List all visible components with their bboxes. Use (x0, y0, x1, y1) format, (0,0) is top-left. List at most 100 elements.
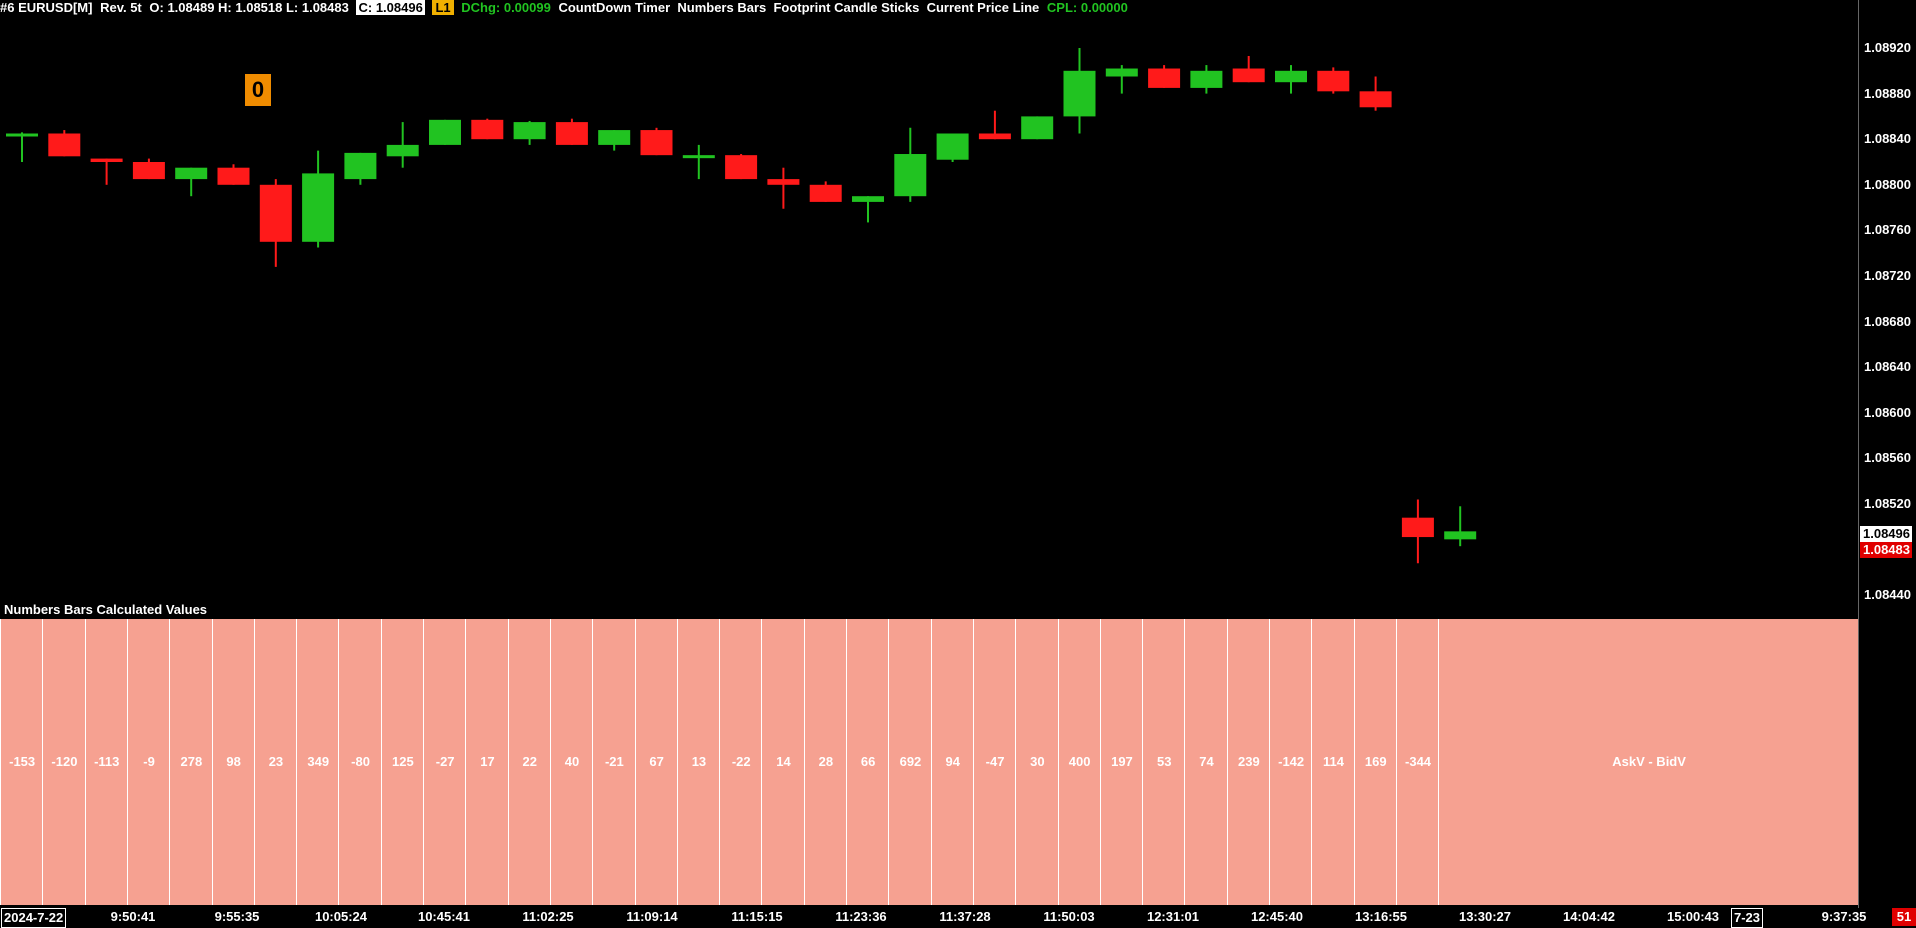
time-label: 9:55:35 (214, 909, 260, 924)
candle-body[interactable] (6, 133, 38, 137)
time-label: 11:02:25 (522, 909, 574, 924)
value-cell: 98 (211, 619, 255, 905)
candle-body[interactable] (429, 119, 461, 145)
price-tick-label: 1.08640 (1864, 359, 1911, 375)
value-cell: -113 (84, 619, 128, 905)
daily-change: DChg: 0.00099 (461, 0, 551, 15)
value-cell: 28 (803, 619, 847, 905)
time-label: 11:23:36 (835, 909, 887, 924)
candle-body[interactable] (1444, 531, 1477, 540)
candle-body[interactable] (217, 167, 250, 185)
value-cell: -80 (338, 619, 381, 905)
date-change-label: 7-23 (1731, 908, 1764, 928)
time-label: 11:09:14 (626, 909, 678, 924)
candle-body[interactable] (640, 130, 673, 156)
time-label: 11:37:28 (939, 909, 991, 924)
price-tick-label: 1.08520 (1864, 496, 1911, 511)
chart-header: #6 EURUSD[M] Rev. 5t O: 1.08489 H: 1.085… (0, 0, 1860, 16)
candle-body[interactable] (302, 173, 335, 242)
candle-body[interactable] (386, 144, 419, 157)
time-label: 9:50:41 (110, 909, 156, 924)
candle-body[interactable] (978, 133, 1011, 140)
value-cell: 53 (1142, 619, 1185, 905)
candle-body[interactable] (682, 155, 715, 159)
value-cell: 278 (169, 619, 212, 905)
candle-body[interactable] (725, 155, 758, 180)
numbers-bars-panel[interactable]: -153 -120 -113 -9 278 98 23 349 -80 125 -27 17 22 40-… (0, 619, 1858, 905)
bid-price-tag: 1.08483 (1860, 542, 1912, 558)
value-cell: -47 (972, 619, 1016, 905)
price-tick-label: 1.08840 (1864, 131, 1911, 147)
value-cell: 114 (1311, 619, 1354, 905)
candle-body[interactable] (1359, 91, 1392, 108)
close-readout: C: 1.08496 (356, 0, 425, 15)
value-cell: 400 (1057, 619, 1101, 905)
candle-body[interactable] (894, 154, 927, 197)
value-cell: -9 (126, 619, 170, 905)
candle-body[interactable] (767, 179, 800, 185)
value-cell: 94 (930, 619, 974, 905)
date-start-label: 2024-7-22 (1, 908, 67, 928)
cpl-readout: CPL: 0.00000 (1046, 0, 1128, 15)
study-title: Numbers Bars Calculated Values (4, 602, 208, 617)
candle-body[interactable] (936, 133, 969, 160)
candle-body[interactable] (809, 184, 842, 202)
value-cell: -27 (423, 619, 466, 905)
value-cell: -21 (592, 619, 635, 905)
time-label: 12:45:40 (1250, 909, 1304, 924)
price-tick-label: 1.08680 (1864, 313, 1911, 329)
value-cell: 14 (761, 619, 804, 905)
time-label: 15:00:43 (1666, 909, 1720, 924)
candle-body[interactable] (1105, 68, 1138, 77)
candle-body[interactable] (598, 130, 631, 145)
value-cell: 23 (253, 619, 297, 905)
time-axis[interactable]: 2024-7-22 9:50:41 9:55:35 10:05:24 10:45:41… (0, 908, 1916, 928)
candle-body[interactable] (513, 122, 546, 140)
candle-body[interactable] (1063, 70, 1096, 117)
price-chart[interactable] (0, 0, 1860, 620)
time-label: 13:30:27 (1458, 909, 1512, 924)
time-label: 10:45:41 (417, 909, 471, 924)
value-cell: -153 (0, 619, 43, 905)
price-tick-label: 1.08560 (1864, 450, 1911, 466)
time-label: 12:31:01 (1146, 909, 1200, 924)
candle-body[interactable] (344, 152, 377, 180)
price-tick-label: 1.08600 (1864, 404, 1911, 420)
value-cell: 692 (888, 619, 931, 905)
candle-body[interactable] (1190, 70, 1223, 88)
candle-body[interactable] (90, 158, 123, 162)
candle-body[interactable] (132, 162, 165, 180)
price-tick-label: 1.08920 (1864, 40, 1911, 55)
candle-body[interactable] (555, 122, 588, 145)
candle-body[interactable] (1275, 70, 1307, 83)
candle-body[interactable] (48, 133, 81, 157)
chart-title[interactable]: #6 EURUSD[M] (0, 0, 93, 15)
time-label: 13:16:55 (1354, 909, 1408, 924)
value-cell: 239 (1226, 619, 1270, 905)
candle-body[interactable] (1232, 68, 1265, 83)
countdown-timer: 0 (245, 74, 271, 106)
study-list[interactable]: CountDown Timer Numbers Bars Footprint C… (558, 0, 1040, 15)
value-cell: 197 (1099, 619, 1143, 905)
time-label: 11:15:15 (731, 909, 783, 924)
axis-separator (1858, 0, 1859, 908)
price-tick-label: 1.08720 (1864, 268, 1911, 283)
candle-body[interactable] (259, 184, 292, 242)
price-axis[interactable]: 1.08920 1.08880 1.08840 1.08800 1.08760 1.087… (1860, 0, 1916, 620)
candle-body[interactable] (471, 119, 504, 140)
candle-body[interactable] (1021, 116, 1054, 140)
candle-body[interactable] (175, 167, 208, 180)
value-cell: -344 (1395, 619, 1439, 905)
candle-body[interactable] (1148, 68, 1181, 88)
price-tick-label: 1.08880 (1864, 85, 1911, 101)
value-cell: 169 (1353, 619, 1397, 905)
candle-body[interactable] (852, 196, 884, 202)
study-label-cell: AskV - BidV (1438, 619, 1859, 905)
price-tick-label: 1.08800 (1864, 176, 1911, 192)
candle-body[interactable] (1317, 70, 1350, 92)
value-cell: 74 (1184, 619, 1227, 905)
time-label: 10:05:24 (314, 909, 368, 924)
candle-body[interactable] (1401, 517, 1434, 538)
value-cell: -142 (1269, 619, 1312, 905)
value-cell: 66 (846, 619, 889, 905)
